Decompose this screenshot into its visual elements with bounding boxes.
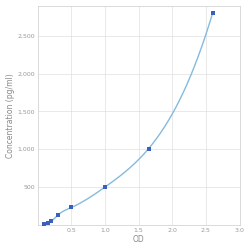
Point xyxy=(103,185,107,189)
Point xyxy=(56,213,60,217)
Point xyxy=(210,11,214,15)
X-axis label: OD: OD xyxy=(133,236,144,244)
Point xyxy=(42,222,46,226)
Y-axis label: Concentration (pg/ml): Concentration (pg/ml) xyxy=(6,73,15,158)
Point xyxy=(49,219,53,223)
Point xyxy=(147,146,151,150)
Point xyxy=(69,206,73,210)
Point xyxy=(46,220,50,224)
